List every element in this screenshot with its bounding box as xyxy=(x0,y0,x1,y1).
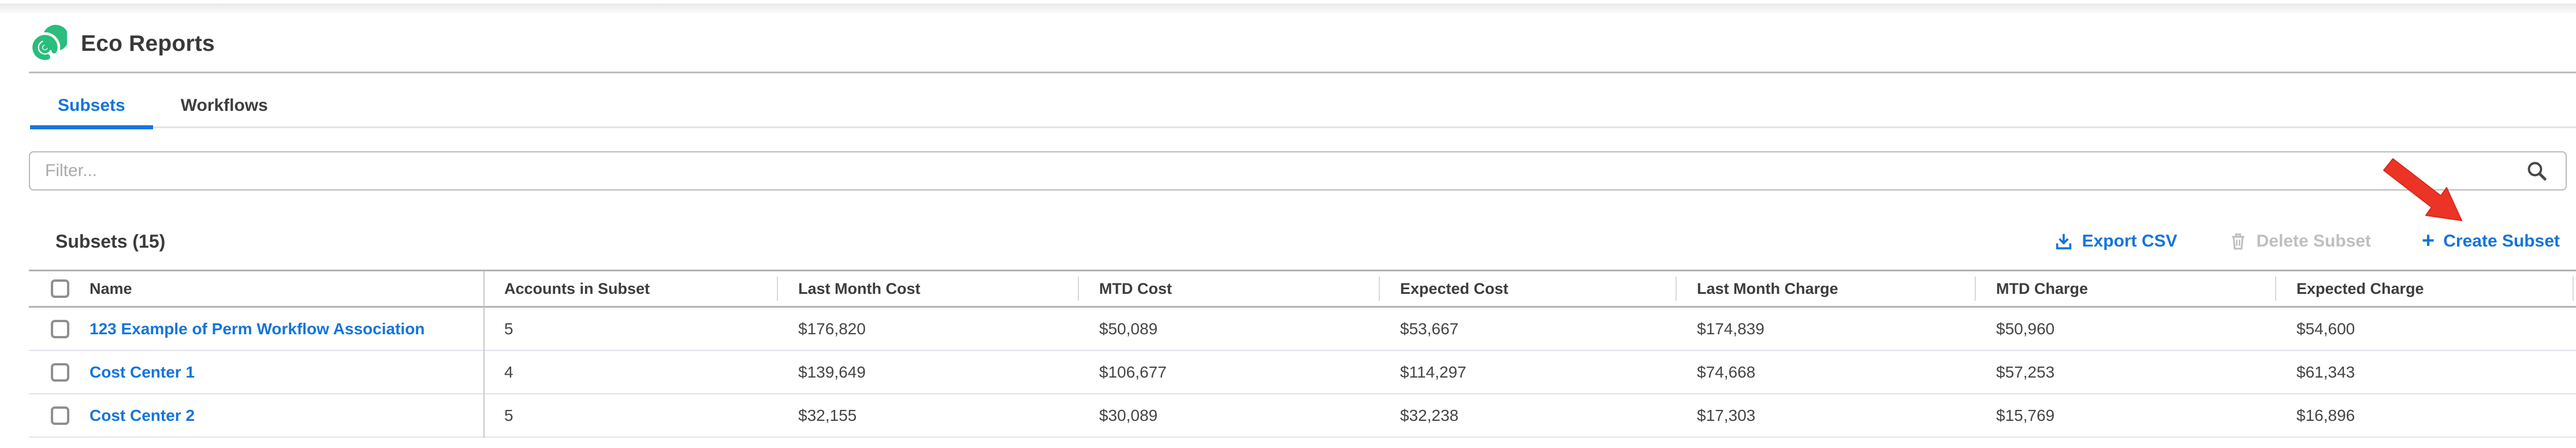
table-header-row: Name Accounts in Subset Last Month Cost … xyxy=(29,271,2576,308)
table-row: 123 Example of Perm Workflow Association… xyxy=(29,308,2576,351)
last-month-charge-cell: $174,839 xyxy=(1697,319,1765,338)
select-all-checkbox[interactable] xyxy=(51,279,69,298)
last-month-charge-cell: $74,668 xyxy=(1697,363,1756,381)
column-header-last-month-charge[interactable]: Last Month Charge xyxy=(1676,271,1975,306)
mtd-cost-cell: $30,089 xyxy=(1099,406,1158,424)
top-shadow xyxy=(0,3,2576,16)
column-header-last-month-cost[interactable]: Last Month Cost xyxy=(777,271,1078,306)
tab-subsets-label: Subsets xyxy=(58,95,125,115)
create-subset-label: Create Subset xyxy=(2443,232,2560,251)
page-title: Eco Reports xyxy=(81,31,215,56)
mtd-charge-cell: $57,253 xyxy=(1996,363,2055,381)
row-checkbox-cell xyxy=(29,319,90,338)
row-checkbox[interactable] xyxy=(51,363,69,382)
export-csv-button[interactable]: Export CSV xyxy=(2054,232,2177,251)
column-header-mtd-cost[interactable]: MTD Cost xyxy=(1078,271,1379,306)
tab-workflows[interactable]: Workflows xyxy=(153,84,296,126)
header-end-separator xyxy=(2573,277,2574,301)
subset-name-link[interactable]: Cost Center 1 xyxy=(90,363,195,381)
mtd-cost-cell: $106,677 xyxy=(1099,363,1167,381)
tab-bar: Subsets Workflows xyxy=(30,84,2576,129)
subset-name-cell: Cost Center 2 xyxy=(90,406,483,425)
table-row: Cost Center 1 4 $139,649 $106,677 $114,2… xyxy=(29,351,2576,394)
name-column-divider xyxy=(483,271,485,438)
delete-subset-label: Delete Subset xyxy=(2256,232,2372,251)
column-header-mtd-charge[interactable]: MTD Charge xyxy=(1975,271,2276,306)
export-csv-label: Export CSV xyxy=(2082,232,2177,251)
filter-bar xyxy=(29,151,2567,191)
row-checkbox[interactable] xyxy=(51,406,69,425)
column-header-expected-charge[interactable]: Expected Charge xyxy=(2275,271,2576,306)
column-header-expected-cost[interactable]: Expected Cost xyxy=(1379,271,1676,306)
column-header-accounts[interactable]: Accounts in Subset xyxy=(504,279,650,297)
delete-subset-button[interactable]: Delete Subset xyxy=(2228,232,2371,251)
row-checkbox-cell xyxy=(29,406,90,425)
last-month-cost-cell: $139,649 xyxy=(798,363,866,381)
row-checkbox-cell xyxy=(29,363,90,382)
column-header-name[interactable]: Name xyxy=(90,279,132,297)
expected-cost-cell: $32,238 xyxy=(1400,406,1459,424)
mtd-charge-cell: $50,960 xyxy=(1996,319,2055,338)
trash-icon xyxy=(2228,232,2248,251)
last-month-charge-cell: $17,303 xyxy=(1697,406,1756,424)
last-month-cost-cell: $176,820 xyxy=(798,319,866,338)
subset-name-link[interactable]: Cost Center 2 xyxy=(90,406,195,424)
plus-icon: + xyxy=(2422,229,2435,253)
last-month-cost-cell: $32,155 xyxy=(798,406,857,424)
expected-charge-cell: $61,343 xyxy=(2296,363,2355,381)
eco-logo-icon xyxy=(29,23,69,65)
accounts-cell: 4 xyxy=(504,363,513,381)
download-icon xyxy=(2054,232,2074,251)
subset-name-link[interactable]: 123 Example of Perm Workflow Association xyxy=(90,319,425,338)
create-subset-button[interactable]: + Create Subset xyxy=(2422,230,2560,252)
expected-charge-cell: $54,600 xyxy=(2296,319,2355,338)
search-icon[interactable] xyxy=(2526,160,2547,181)
table-row: Cost Center 2 5 $32,155 $30,089 $32,238 … xyxy=(29,394,2576,438)
mtd-cost-cell: $50,089 xyxy=(1099,319,1158,338)
table-actions: Export CSV Delete Subset + Create Subset xyxy=(2054,230,2560,252)
app-header: Eco Reports xyxy=(29,22,215,66)
section-title: Subsets (15) xyxy=(55,230,166,252)
expected-cost-cell: $53,667 xyxy=(1400,319,1459,338)
accounts-cell: 5 xyxy=(504,406,513,424)
subset-name-cell: 123 Example of Perm Workflow Association xyxy=(90,320,483,338)
subset-name-cell: Cost Center 1 xyxy=(90,363,483,382)
header-divider xyxy=(29,72,2576,73)
section-header-row: Subsets (15) Export CSV xyxy=(55,226,2560,256)
header-checkbox-cell xyxy=(29,279,90,298)
filter-input[interactable] xyxy=(29,151,2567,191)
expected-cost-cell: $114,297 xyxy=(1400,363,1466,381)
tab-workflows-label: Workflows xyxy=(180,95,268,115)
row-checkbox[interactable] xyxy=(51,319,69,338)
accounts-cell: 5 xyxy=(504,319,513,338)
subsets-table: Name Accounts in Subset Last Month Cost … xyxy=(29,270,2576,438)
tab-subsets[interactable]: Subsets xyxy=(30,84,153,129)
mtd-charge-cell: $15,769 xyxy=(1996,406,2055,424)
expected-charge-cell: $16,896 xyxy=(2296,406,2355,424)
